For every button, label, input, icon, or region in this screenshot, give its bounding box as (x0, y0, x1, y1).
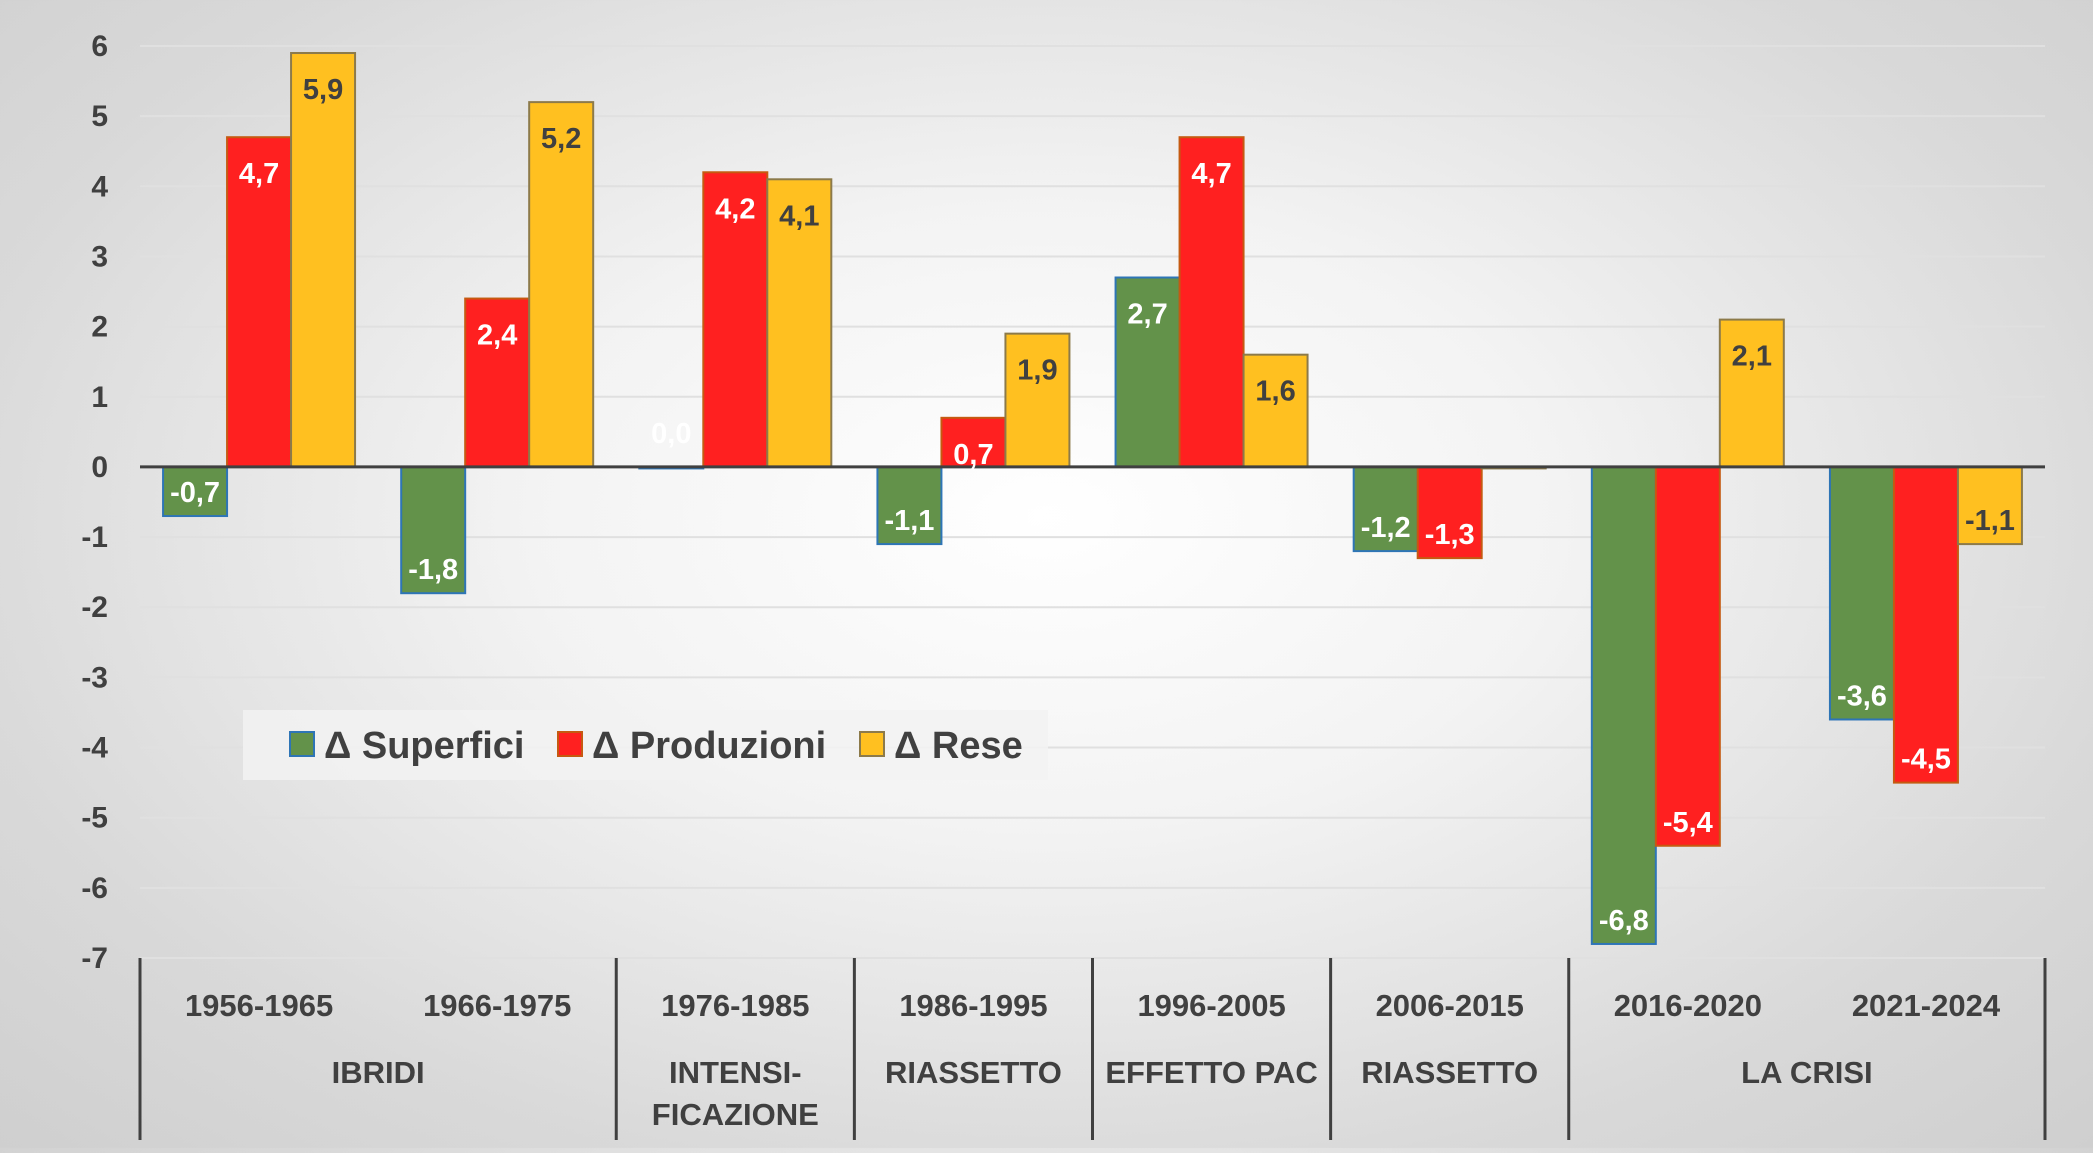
legend-swatch (859, 731, 885, 757)
bar (464, 297, 531, 468)
data-label: -4,5 (1901, 744, 1951, 776)
bar (1956, 465, 2023, 546)
data-label: -6,8 (1599, 905, 1649, 937)
data-label: 1,6 (1255, 376, 1295, 408)
bar (702, 171, 769, 468)
category-label: 2006-2015 (1376, 988, 1524, 1023)
group-label: LA CRISI (1741, 1055, 1872, 1090)
data-label: 5,9 (303, 74, 343, 106)
y-tick-label: 6 (91, 30, 108, 63)
y-tick-label: 5 (91, 100, 108, 133)
bar (766, 178, 833, 468)
y-tick-label: 2 (91, 311, 108, 344)
group-label: EFFETTO PAC (1105, 1055, 1317, 1090)
group-label: RIASSETTO (1361, 1055, 1538, 1090)
data-label: 4,2 (715, 193, 755, 225)
y-tick-label: -1 (81, 521, 108, 554)
group-label: INTENSI- (669, 1055, 802, 1090)
bar (1178, 136, 1245, 468)
legend-label: Δ Superfici (324, 725, 524, 767)
bar (876, 465, 943, 546)
y-tick-label: -5 (81, 802, 108, 835)
group-label: RIASSETTO (885, 1055, 1062, 1090)
data-label: -0,7 (170, 477, 220, 509)
bar (162, 465, 229, 518)
data-label: 4,1 (779, 200, 819, 232)
bar (400, 465, 467, 595)
data-label: 2,7 (1127, 299, 1167, 331)
data-label: 2,1 (1732, 341, 1772, 373)
category-label: 2021-2024 (1852, 988, 2001, 1023)
y-tick-label: 4 (91, 170, 108, 203)
bar (1590, 465, 1657, 945)
data-label: 5,2 (541, 123, 581, 155)
data-label: -1,1 (1965, 505, 2015, 537)
legend-swatch (557, 731, 583, 757)
bar (1892, 465, 1959, 784)
y-tick-label: -6 (81, 872, 108, 905)
data-label: 4,7 (239, 158, 279, 190)
y-tick-label: 0 (91, 451, 108, 484)
bar (1352, 465, 1419, 553)
bar (1416, 465, 1483, 560)
y-tick-label: 3 (91, 240, 108, 273)
data-label: -1,2 (1361, 512, 1411, 544)
bar (1242, 353, 1309, 468)
category-label: 1966-1975 (423, 988, 571, 1023)
y-tick-label: -3 (81, 661, 108, 694)
bar (1114, 276, 1181, 468)
bar (940, 416, 1007, 468)
category-label: 1976-1985 (661, 988, 809, 1023)
bar (1004, 332, 1071, 468)
y-tick-label: -4 (81, 732, 108, 765)
data-label: -1,8 (408, 554, 458, 586)
data-label: -1,3 (1425, 519, 1475, 551)
category-label: 1996-2005 (1137, 988, 1285, 1023)
y-tick-label: -2 (81, 591, 108, 624)
legend-label: Δ Produzioni (592, 725, 826, 767)
group-label-line2: FICAZIONE (652, 1097, 819, 1132)
legend-box (243, 710, 1048, 780)
data-label: 2,4 (477, 320, 517, 352)
bar (290, 52, 357, 468)
data-label: -3,6 (1837, 680, 1887, 712)
group-label: IBRIDI (332, 1055, 425, 1090)
data-label: 0,7 (953, 439, 993, 471)
data-label: -5,4 (1663, 807, 1713, 839)
category-label: 2016-2020 (1614, 988, 1762, 1023)
category-label: 1956-1965 (185, 988, 333, 1023)
data-label: 0,0 (651, 418, 691, 450)
data-label: 1,9 (1017, 355, 1057, 387)
bar (1828, 465, 1895, 721)
legend-swatch (289, 731, 315, 757)
bar (528, 101, 595, 468)
bar (1654, 465, 1721, 847)
legend-label: Δ Rese (894, 725, 1023, 767)
y-tick-label: -7 (81, 942, 108, 975)
category-label: 1986-1995 (899, 988, 1047, 1023)
y-tick-label: 1 (91, 381, 108, 414)
data-label: 4,7 (1191, 158, 1231, 190)
data-label: -1,1 (884, 505, 934, 537)
